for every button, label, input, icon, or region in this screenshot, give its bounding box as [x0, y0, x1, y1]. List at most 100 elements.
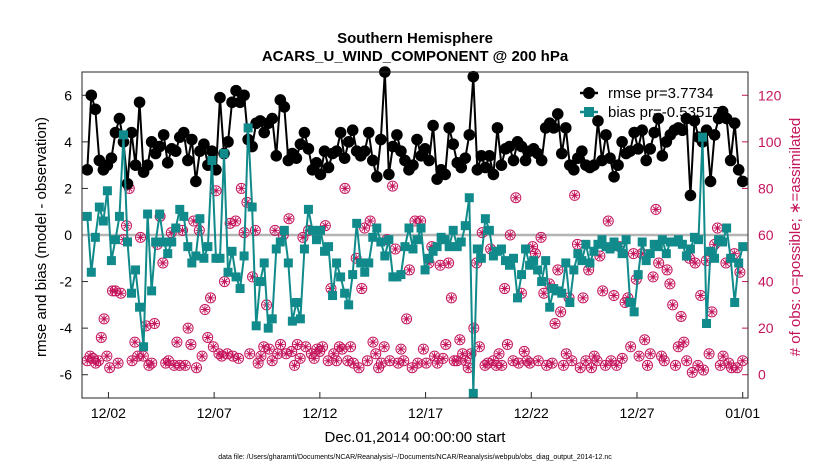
- obs-assimilated-marker: [509, 356, 518, 365]
- obs-possible-marker: [149, 317, 161, 329]
- obs-possible-marker: [247, 271, 259, 283]
- obs-assimilated-marker: [293, 340, 302, 349]
- obs-assimilated-marker: [111, 286, 120, 295]
- bias-point: [106, 256, 116, 266]
- obs-possible-marker: [129, 336, 141, 348]
- legend: rmse pr=3.7734 bias pr=-0.53517: [580, 85, 721, 121]
- rmse-point: [157, 129, 170, 141]
- obs-assimilated-marker: [581, 356, 590, 365]
- bias-point: [139, 342, 149, 352]
- obs-assimilated-marker: [668, 300, 677, 309]
- obs-possible-marker: [392, 357, 404, 369]
- y-tick-label: -2: [60, 274, 73, 290]
- bias-point: [496, 244, 506, 254]
- rmse-point: [270, 150, 283, 162]
- rmse-point: [519, 154, 532, 167]
- obs-possible-marker: [101, 350, 113, 362]
- obs-possible-marker: [443, 257, 455, 269]
- obs-assimilated-marker: [192, 363, 201, 372]
- obs-assimilated-marker: [380, 342, 389, 351]
- rmse-point: [391, 129, 403, 141]
- legend-rmse-label: rmse pr=3.7734: [608, 85, 713, 102]
- obs-assimilated-marker: [520, 347, 529, 356]
- obs-assimilated-marker: [175, 361, 184, 370]
- obs-assimilated-marker: [637, 249, 646, 258]
- obs-possible-marker: [258, 341, 270, 353]
- rmse-point: [736, 175, 749, 188]
- bias-point: [175, 204, 185, 214]
- bias-point: [681, 251, 691, 261]
- obs-possible-marker: [370, 348, 382, 360]
- obs-assimilated-marker: [259, 342, 268, 351]
- obs-assimilated-marker: [559, 361, 568, 370]
- bias-point: [344, 300, 354, 310]
- rmse-point: [383, 168, 395, 181]
- obs-assimilated-marker: [298, 233, 307, 242]
- obs-assimilated-marker: [290, 361, 299, 370]
- bias-point: [432, 242, 442, 252]
- obs-possible-marker: [717, 350, 729, 362]
- obs-possible-marker: [647, 271, 659, 283]
- obs-possible-marker: [698, 364, 710, 376]
- rmse-point: [491, 122, 504, 134]
- bias-point: [509, 253, 519, 263]
- obs-assimilated-marker: [679, 338, 688, 347]
- obs-possible-marker: [191, 362, 203, 374]
- rmse-point: [314, 168, 327, 181]
- bias-point: [480, 214, 490, 224]
- bias-point: [183, 242, 193, 252]
- rmse-point: [411, 133, 423, 146]
- bias-point: [585, 258, 595, 268]
- obs-assimilated-marker: [453, 356, 462, 365]
- obs-possible-marker: [146, 357, 158, 369]
- obs-assimilated-marker: [629, 249, 638, 258]
- obs-assimilated-marker: [651, 205, 660, 214]
- bias-point: [86, 267, 96, 277]
- obs-assimilated-marker: [660, 356, 669, 365]
- obs-possible-marker: [653, 257, 665, 269]
- obs-possible-marker: [361, 355, 373, 367]
- rmse-point: [676, 124, 689, 137]
- obs-assimilated-marker: [609, 291, 618, 300]
- bias-point: [718, 237, 728, 247]
- obs-possible-marker: [384, 355, 396, 367]
- obs-assimilated-marker: [354, 363, 363, 372]
- obs-assimilated-marker: [531, 249, 540, 258]
- rmse-point: [266, 112, 279, 125]
- obs-assimilated-marker: [338, 345, 347, 354]
- bias-point: [356, 258, 366, 268]
- obs-possible-marker: [98, 313, 110, 325]
- bias-point: [484, 225, 494, 235]
- obs-assimilated-marker: [352, 254, 361, 263]
- rmse-point: [366, 154, 379, 167]
- y-right-tick-label: 80: [758, 180, 774, 196]
- obs-assimilated-marker: [310, 354, 319, 363]
- rmse-point: [535, 154, 548, 167]
- rmse-point: [732, 164, 745, 176]
- obs-possible-marker: [275, 338, 287, 350]
- rmse-point: [568, 164, 580, 176]
- x-tick-label: 12/22: [514, 405, 549, 421]
- obs-assimilated-marker: [548, 359, 557, 368]
- obs-assimilated-marker: [248, 272, 257, 281]
- obs-assimilated-marker: [251, 226, 260, 235]
- bias-point: [316, 225, 326, 235]
- obs-assimilated-marker: [139, 352, 148, 361]
- rmse-point: [338, 152, 351, 164]
- rmse-point: [600, 129, 612, 141]
- obs-assimilated-marker: [97, 333, 106, 342]
- obs-assimilated-marker: [172, 338, 181, 347]
- obs-possible-marker: [641, 359, 653, 371]
- rmse-point: [724, 154, 737, 167]
- obs-possible-marker: [205, 292, 217, 304]
- rmse-point: [407, 159, 419, 171]
- obs-possible-marker: [440, 338, 452, 350]
- obs-possible-marker: [331, 355, 343, 367]
- bias-point: [533, 265, 543, 275]
- obs-assimilated-marker: [702, 256, 711, 265]
- obs-assimilated-marker: [461, 356, 470, 365]
- bias-point: [207, 155, 217, 165]
- obs-assimilated-marker: [178, 226, 187, 235]
- obs-possible-marker: [689, 257, 701, 269]
- obs-possible-marker: [560, 348, 572, 360]
